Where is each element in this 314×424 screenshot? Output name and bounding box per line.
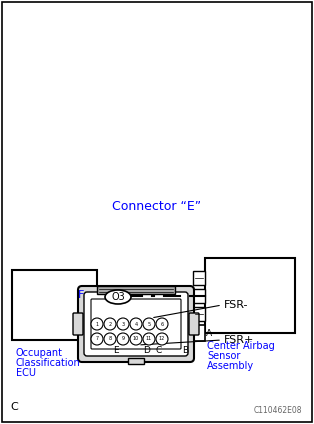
Circle shape bbox=[117, 318, 129, 330]
Circle shape bbox=[130, 318, 142, 330]
Text: Assembly: Assembly bbox=[207, 361, 254, 371]
Text: Sensor: Sensor bbox=[207, 351, 241, 361]
Circle shape bbox=[117, 333, 129, 345]
Text: 11: 11 bbox=[146, 337, 152, 341]
Text: A: A bbox=[206, 329, 212, 338]
Text: FSR-: FSR- bbox=[224, 300, 248, 310]
Text: F: F bbox=[78, 290, 84, 299]
Text: 2: 2 bbox=[108, 321, 111, 326]
Text: E: E bbox=[113, 346, 119, 355]
Bar bbox=[97, 325, 107, 341]
Bar bbox=[180, 325, 190, 341]
Bar bbox=[154, 325, 164, 341]
FancyBboxPatch shape bbox=[73, 313, 83, 335]
Bar bbox=[193, 307, 205, 321]
FancyBboxPatch shape bbox=[91, 299, 181, 349]
Text: C110462E08: C110462E08 bbox=[253, 406, 302, 415]
FancyBboxPatch shape bbox=[78, 286, 194, 362]
Bar bbox=[205, 258, 295, 333]
Text: 10: 10 bbox=[133, 337, 139, 341]
FancyBboxPatch shape bbox=[189, 313, 199, 335]
Text: D: D bbox=[143, 346, 150, 355]
Text: 8: 8 bbox=[108, 337, 111, 341]
Circle shape bbox=[156, 333, 168, 345]
Circle shape bbox=[91, 318, 103, 330]
Circle shape bbox=[104, 333, 116, 345]
Circle shape bbox=[91, 333, 103, 345]
Bar bbox=[97, 286, 175, 294]
Text: 7: 7 bbox=[95, 337, 99, 341]
Bar bbox=[12, 270, 97, 340]
Text: 5: 5 bbox=[148, 321, 150, 326]
Text: Center Airbag: Center Airbag bbox=[207, 341, 275, 351]
Circle shape bbox=[143, 333, 155, 345]
Bar bbox=[193, 271, 205, 285]
Text: 12: 12 bbox=[159, 337, 165, 341]
Text: O3: O3 bbox=[111, 292, 125, 302]
Bar bbox=[193, 325, 205, 341]
Text: Occupant: Occupant bbox=[16, 348, 63, 358]
Text: C: C bbox=[10, 402, 18, 412]
Text: Classification: Classification bbox=[16, 358, 81, 368]
Text: Connector “E”: Connector “E” bbox=[112, 201, 202, 214]
Bar bbox=[128, 358, 144, 364]
Bar bbox=[109, 325, 123, 341]
Bar bbox=[142, 325, 152, 341]
Ellipse shape bbox=[105, 290, 131, 304]
Text: FSR+: FSR+ bbox=[224, 335, 254, 345]
Circle shape bbox=[143, 318, 155, 330]
Text: 6: 6 bbox=[160, 321, 164, 326]
Circle shape bbox=[104, 318, 116, 330]
Circle shape bbox=[156, 318, 168, 330]
Text: 4: 4 bbox=[134, 321, 138, 326]
Text: ECU: ECU bbox=[16, 368, 36, 378]
Text: C: C bbox=[156, 346, 162, 355]
Bar bbox=[193, 288, 205, 302]
Text: 1: 1 bbox=[95, 321, 99, 326]
FancyBboxPatch shape bbox=[84, 292, 188, 356]
Text: 3: 3 bbox=[122, 321, 125, 326]
Circle shape bbox=[130, 333, 142, 345]
Text: B: B bbox=[182, 346, 188, 355]
Text: 9: 9 bbox=[122, 337, 124, 341]
